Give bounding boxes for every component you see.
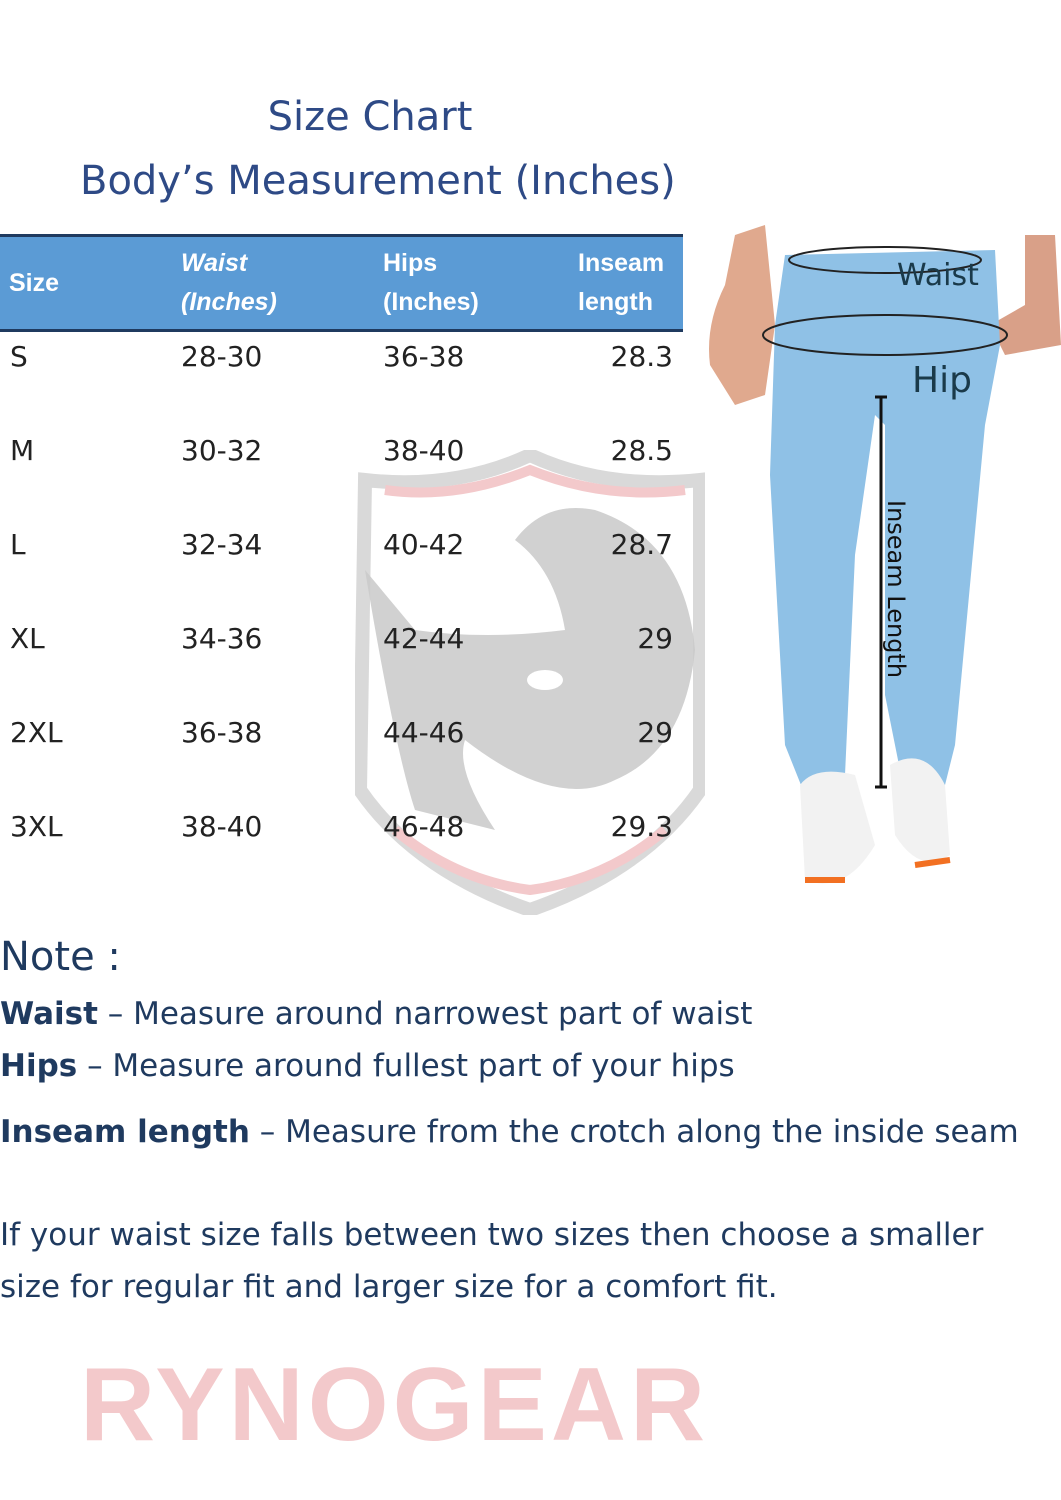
cell-hips: 46-48 xyxy=(383,810,465,843)
size-table: Size Waist (Inches) Hips (Inches) Inseam le… xyxy=(0,234,683,896)
header-size: Size xyxy=(9,269,60,297)
cell-inseam: 28.7 xyxy=(610,528,673,561)
pants xyxy=(770,250,1000,795)
cell-size: 3XL xyxy=(10,810,63,843)
diagram-waist-label: Waist xyxy=(897,258,979,293)
right-arm xyxy=(990,235,1061,355)
cell-size: M xyxy=(10,434,35,467)
cell-size: XL xyxy=(10,622,45,655)
page-title: Size Chart xyxy=(267,94,473,140)
note-inseam: Inseam length – Measure from the crotch … xyxy=(0,1114,1019,1150)
note-heading: Note : xyxy=(0,934,121,980)
table-header: Size Waist (Inches) Hips (Inches) Inseam le… xyxy=(0,234,683,332)
cell-waist: 28-30 xyxy=(181,340,263,373)
cell-inseam: 29.3 xyxy=(610,810,673,843)
cell-inseam: 28.3 xyxy=(610,340,673,373)
table-body: S 28-30 36-38 28.3 M 30-32 38-40 28.5 L 32-34 40-4… xyxy=(0,332,683,896)
cell-waist: 32-34 xyxy=(181,528,263,561)
table-row: XL 34-36 42-44 29 xyxy=(0,614,683,708)
table-row: S 28-30 36-38 28.3 xyxy=(0,332,683,426)
cell-waist: 38-40 xyxy=(181,810,263,843)
cell-inseam: 29 xyxy=(637,716,673,749)
cell-hips: 38-40 xyxy=(383,434,465,467)
header-inseam: Inseam length xyxy=(578,249,665,316)
cell-hips: 44-46 xyxy=(383,716,465,749)
cell-waist: 34-36 xyxy=(181,622,263,655)
watermark-brand: RYNOGEAR xyxy=(80,1347,710,1463)
table-row: M 30-32 38-40 28.5 xyxy=(0,426,683,520)
cell-inseam: 29 xyxy=(637,622,673,655)
cell-size: S xyxy=(10,340,28,373)
note-waist: Waist – Measure around narrowest part of… xyxy=(0,996,753,1032)
cell-hips: 36-38 xyxy=(383,340,465,373)
table-row: 3XL 38-40 46-48 29.3 xyxy=(0,802,683,896)
table-row: 2XL 36-38 44-46 29 xyxy=(0,708,683,802)
cell-waist: 36-38 xyxy=(181,716,263,749)
cell-size: L xyxy=(10,528,26,561)
cell-size: 2XL xyxy=(10,716,63,749)
pants-measurement-diagram: Waist Hip Inseam Length xyxy=(709,225,1061,884)
cell-hips: 42-44 xyxy=(383,622,465,655)
advice-line-2: size for regular fit and larger size for… xyxy=(0,1269,778,1305)
cell-inseam: 28.5 xyxy=(610,434,673,467)
cell-waist: 30-32 xyxy=(181,434,263,467)
header-waist: Waist (Inches) xyxy=(181,249,277,316)
diagram-inseam-label: Inseam Length xyxy=(882,500,910,678)
cell-hips: 40-42 xyxy=(383,528,465,561)
header-hips: Hips (Inches) xyxy=(383,249,479,316)
advice-line-1: If your waist size falls between two siz… xyxy=(0,1217,984,1253)
rhino-shield-icon xyxy=(355,450,705,915)
note-hips: Hips – Measure around fullest part of yo… xyxy=(0,1048,735,1084)
table-row: L 32-34 40-42 28.7 xyxy=(0,520,683,614)
left-arm xyxy=(709,225,775,405)
diagram-hip-label: Hip xyxy=(912,360,972,401)
page-subtitle: Body’s Measurement (Inches) xyxy=(80,158,676,204)
